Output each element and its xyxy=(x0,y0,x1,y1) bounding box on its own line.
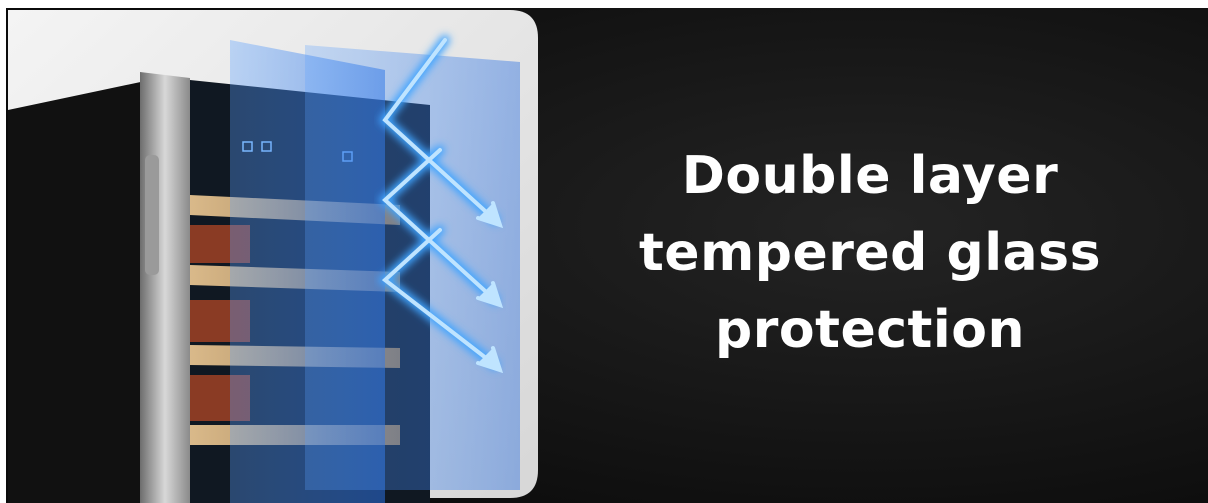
top-margin xyxy=(0,0,1208,8)
door-frame xyxy=(140,72,190,503)
headline-line: protection xyxy=(715,300,1025,360)
headline-line: tempered glass xyxy=(638,223,1102,283)
door-handle xyxy=(145,155,159,275)
glass-layer-inner xyxy=(305,45,520,490)
headline: Double layer tempered glass protection xyxy=(600,138,1140,369)
cabinet-side xyxy=(8,80,150,503)
light-arrows xyxy=(377,35,504,374)
left-margin xyxy=(0,0,6,503)
headline-line: Double layer xyxy=(681,146,1059,206)
